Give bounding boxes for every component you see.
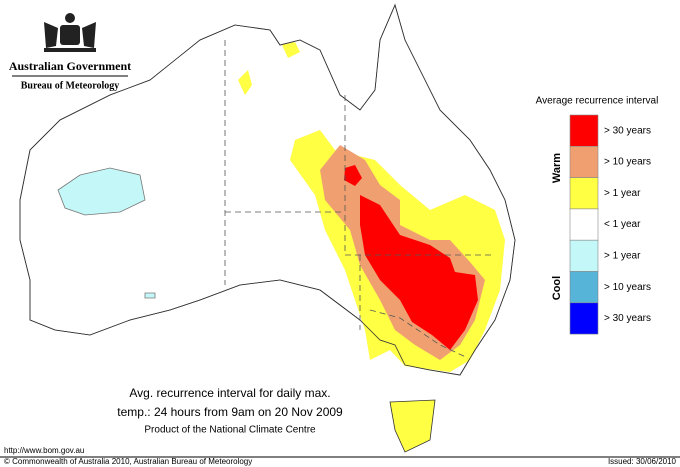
cool-region bbox=[57, 167, 156, 299]
red-region bbox=[360, 195, 478, 350]
legend-label: > 10 years bbox=[604, 157, 651, 168]
map bbox=[19, 3, 516, 453]
legend-swatch bbox=[569, 146, 599, 178]
legend-label: > 30 years bbox=[604, 313, 651, 324]
legend-label: < 1 year bbox=[604, 219, 641, 230]
caption-line: temp.: 24 hours from 9am on 20 Nov 2009 bbox=[117, 405, 343, 419]
header-title: Australian Government bbox=[9, 59, 131, 73]
legend-swatch bbox=[569, 239, 599, 272]
legend-swatch bbox=[569, 208, 599, 241]
legend: > 30 years > 10 years > 1 year < 1 year > 1 … bbox=[569, 114, 651, 335]
red-spot bbox=[344, 165, 362, 186]
legend-label: > 30 years bbox=[604, 125, 651, 136]
caption-line: Product of the National Climate Centre bbox=[144, 425, 316, 436]
coat-of-arms bbox=[44, 13, 96, 52]
legend-group-label: Warm bbox=[551, 153, 563, 183]
tasmania bbox=[389, 399, 436, 453]
footer-issued: Issued: 30/06/2010 bbox=[608, 457, 677, 466]
legend-swatch bbox=[569, 302, 599, 335]
legend-group-label: Cool bbox=[551, 276, 563, 300]
legend-swatch bbox=[569, 177, 599, 210]
footer-copyright: © Commonwealth of Australia 2010, Austra… bbox=[4, 457, 252, 466]
caption-line: Avg. recurrence interval for daily max. bbox=[129, 386, 330, 400]
mainland-outline bbox=[19, 3, 516, 376]
legend-label: > 1 year bbox=[604, 250, 641, 261]
legend-label: > 10 years bbox=[604, 282, 651, 293]
legend-swatch bbox=[569, 271, 599, 304]
header-subtitle: Bureau of Meteorology bbox=[21, 80, 120, 91]
state-borders bbox=[224, 40, 495, 359]
legend-swatch bbox=[569, 114, 599, 147]
legend-label: > 1 year bbox=[604, 188, 641, 199]
legend-title: Average recurrence interval bbox=[536, 96, 659, 107]
yellow-spot bbox=[238, 42, 300, 95]
footer-url: http://www.bom.gov.au bbox=[4, 446, 84, 455]
